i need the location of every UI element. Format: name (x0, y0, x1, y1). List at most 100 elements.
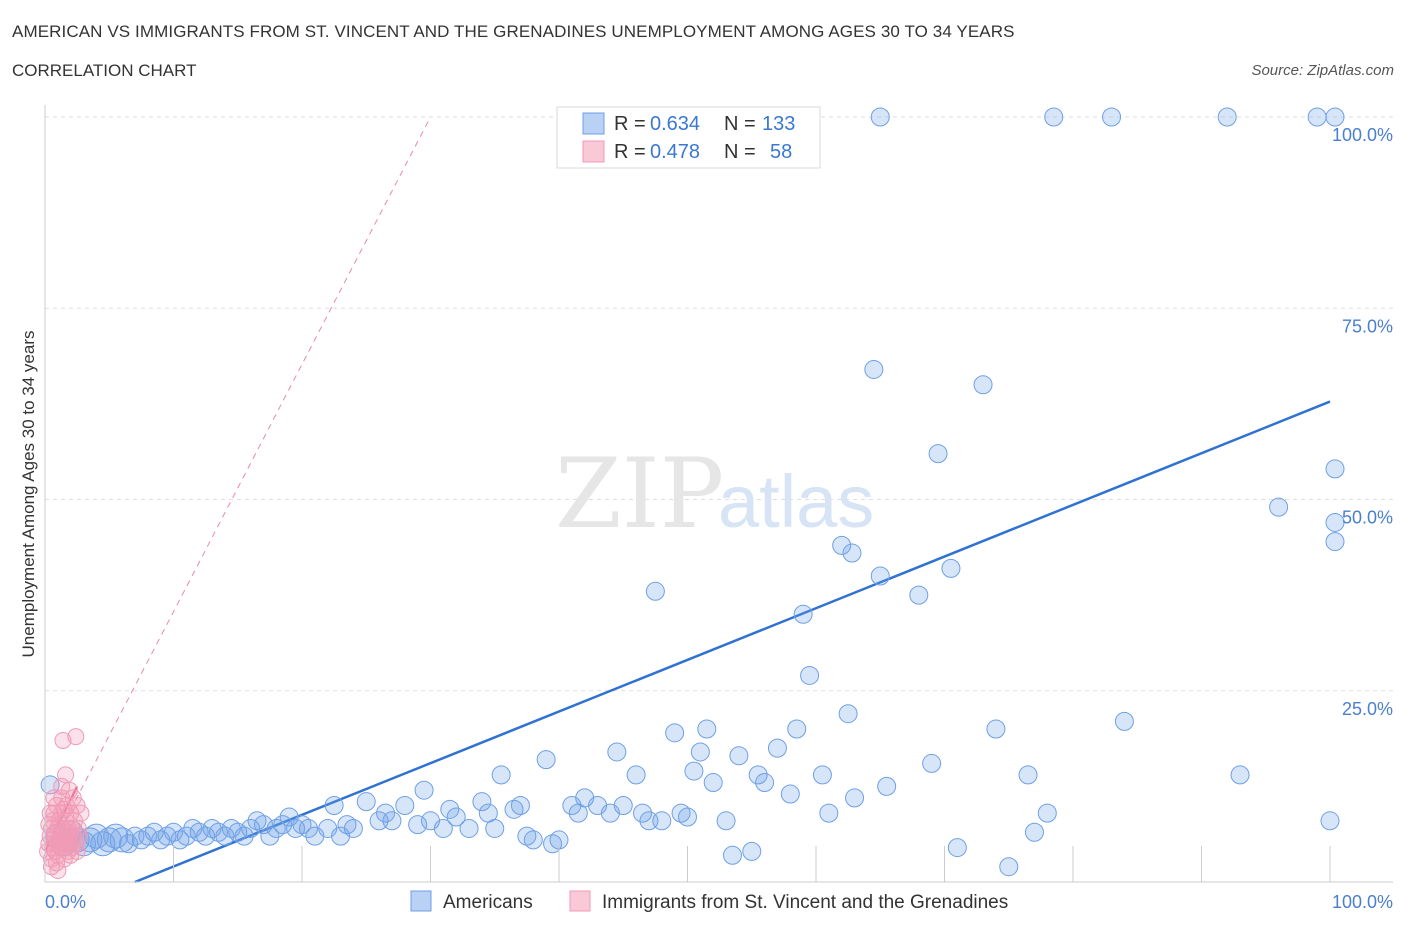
point-americans (838, 704, 858, 724)
point-americans (1325, 459, 1345, 479)
watermark: ZIP atlas (555, 438, 874, 550)
point-americans (755, 773, 775, 793)
point-americans (748, 765, 768, 785)
point-americans (408, 815, 428, 835)
point-americans (697, 719, 717, 739)
point-americans (440, 799, 460, 819)
point-americans (376, 803, 396, 823)
point-americans (645, 581, 665, 601)
watermark-atlas: atlas (718, 460, 874, 543)
point-americans (1018, 765, 1038, 785)
point-americans (215, 826, 235, 846)
point-americans (812, 765, 832, 785)
point-americans (510, 796, 530, 815)
legend-r-label-1: R = (614, 113, 646, 135)
point-americans (703, 773, 723, 793)
point-americans (485, 818, 505, 838)
point-americans (877, 776, 897, 796)
point-americans (1325, 107, 1345, 127)
bottom-legend: Americans Immigrants from St. Vincent an… (410, 890, 1008, 913)
point-americans (665, 723, 685, 743)
watermark-zip: ZIP (555, 438, 724, 550)
y-tick-label: 75.0% (1342, 316, 1393, 336)
point-americans (241, 818, 261, 838)
bottom-legend-label-svg: Immigrants from St. Vincent and the Gren… (602, 892, 1008, 913)
point-americans (729, 746, 749, 766)
point-americans (1044, 107, 1064, 127)
point-americans (793, 604, 813, 624)
bottom-legend-swatch-svg (569, 890, 591, 912)
point-americans (1217, 107, 1237, 127)
point-americans (832, 535, 852, 555)
chart-title: AMERICAN VS IMMIGRANTS FROM ST. VINCENT … (12, 22, 1015, 41)
point-americans (103, 823, 129, 849)
point-americans (613, 796, 633, 815)
point-americans (234, 826, 254, 846)
point-americans (109, 827, 135, 853)
legend-n-value-1: 133 (762, 113, 795, 135)
point-americans (343, 818, 363, 838)
point-americans (864, 359, 884, 379)
point-svg (54, 731, 72, 749)
y-tick-label: 25.0% (1342, 699, 1393, 719)
chart-subtitle: CORRELATION CHART (12, 61, 197, 80)
point-americans (446, 807, 466, 827)
legend-r-value-1: 0.634 (650, 113, 700, 135)
point-svg (68, 797, 86, 814)
point-americans (1325, 532, 1345, 552)
point-americans (1269, 497, 1289, 517)
y-axis-label: Unemployment Among Ages 30 to 34 years (19, 331, 38, 658)
point-svg (53, 777, 71, 795)
legend-n-label-2: N = (724, 141, 756, 163)
point-svg (67, 728, 85, 746)
point-americans (472, 792, 492, 812)
legend-n-label-1: N = (724, 113, 756, 135)
point-americans (119, 834, 139, 854)
series-svg-points (39, 728, 90, 880)
point-americans (382, 811, 402, 831)
point-americans (787, 719, 807, 739)
point-americans (414, 780, 434, 800)
point-americans (633, 803, 653, 823)
point-americans (260, 826, 280, 846)
legend-n-value-2: 58 (770, 141, 792, 163)
point-americans (819, 803, 839, 823)
point-americans (678, 807, 697, 827)
point-svg (60, 781, 78, 799)
point-svg (64, 789, 82, 807)
point-americans (1114, 711, 1134, 731)
point-americans (1325, 512, 1345, 532)
bottom-legend-swatch-americans (410, 890, 432, 912)
point-americans (870, 566, 890, 586)
point-americans (1320, 811, 1340, 831)
point-svg (63, 839, 81, 857)
legend-r-label-2: R = (614, 141, 646, 163)
trend-line-americans (134, 400, 1331, 884)
x-tick-label: 100.0% (1332, 892, 1393, 912)
point-americans (716, 811, 736, 831)
point-americans (96, 827, 122, 853)
point-svg (55, 800, 73, 818)
axes: 25.0% 50.0% 75.0% 100.0% 0.0% 100.0% (44, 105, 1393, 912)
point-americans (928, 444, 948, 464)
point-americans (523, 830, 543, 850)
point-americans (1102, 107, 1122, 127)
point-americans (1037, 803, 1057, 823)
point-americans (273, 815, 293, 835)
point-americans (780, 784, 800, 804)
point-americans (947, 838, 967, 858)
point-americans (941, 558, 961, 578)
point-americans (922, 753, 942, 773)
y-tick-label: 100.0% (1332, 125, 1393, 145)
point-americans (1307, 107, 1327, 127)
point-americans (395, 796, 415, 815)
point-americans (536, 750, 556, 770)
point-americans (253, 815, 273, 835)
point-svg (59, 823, 77, 841)
y-tick-label: 50.0% (1342, 508, 1393, 528)
point-americans (767, 738, 787, 758)
point-americans (973, 375, 993, 395)
source-label: Source: ZipAtlas.com (1251, 62, 1394, 79)
point-americans (607, 742, 627, 762)
